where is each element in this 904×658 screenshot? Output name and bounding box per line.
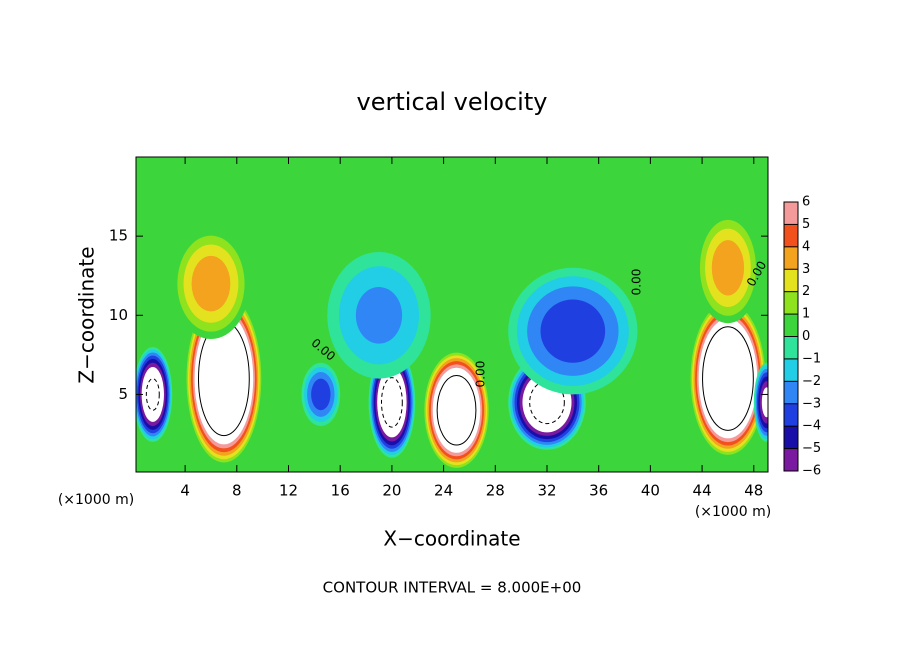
cell-level xyxy=(761,387,768,418)
colorbar-swatch xyxy=(784,381,798,404)
y-tick-label: 10 xyxy=(109,306,128,324)
colorbar-swatch xyxy=(784,358,798,382)
x-axis-label: X−coordinate xyxy=(383,527,520,551)
colorbar-tick-label: −4 xyxy=(802,419,821,434)
cell-level xyxy=(355,286,403,344)
colorbar-tick-label: 0 xyxy=(802,329,810,344)
cell-level xyxy=(711,240,745,296)
colorbar-tick-label: 4 xyxy=(802,239,810,254)
colorbar-tick-label: −3 xyxy=(802,396,821,411)
colorbar-swatch xyxy=(784,314,798,337)
y-tick-label: 15 xyxy=(109,227,128,245)
cell-level xyxy=(384,384,400,420)
cell-level xyxy=(446,392,467,428)
x-tick-label: 40 xyxy=(641,482,660,500)
colorbar-tick-label: 6 xyxy=(802,195,810,210)
contour-line xyxy=(380,377,403,428)
x-unit-label: (×1000 m) xyxy=(695,504,771,520)
colorbar-tick-label: −2 xyxy=(802,374,821,389)
colorbar-tick-label: −1 xyxy=(802,351,821,366)
x-tick-label: 16 xyxy=(331,482,350,500)
x-tick-label: 48 xyxy=(744,482,763,500)
colorbar-swatch xyxy=(784,448,798,471)
colorbar-tick-label: 3 xyxy=(802,262,810,277)
x-tick-label: 4 xyxy=(180,482,190,500)
colorbar-swatch xyxy=(784,291,798,315)
colorbar-tick-label: 2 xyxy=(802,284,810,299)
contour-line xyxy=(145,378,160,411)
x-tick-label: 36 xyxy=(589,482,608,500)
colorbar-swatch xyxy=(784,403,798,427)
cell-level xyxy=(311,378,331,411)
x-tick-label: 12 xyxy=(279,482,298,500)
plot-frame xyxy=(135,156,769,473)
colorbar-tick-label: 1 xyxy=(802,307,810,322)
contour-line xyxy=(529,380,565,425)
colorbar-tick-label: 5 xyxy=(802,217,810,232)
contour-label: 0.00 xyxy=(474,361,488,388)
y-axis-label: Z−coordinate xyxy=(75,246,99,383)
x-tick-label: 28 xyxy=(486,482,505,500)
contour-label: 0.00 xyxy=(630,269,644,296)
colorbar-swatch xyxy=(784,246,798,270)
x-tick-label: 32 xyxy=(537,482,556,500)
cell-level xyxy=(540,299,606,363)
x-tick-label: 20 xyxy=(382,482,401,500)
contour-field xyxy=(136,157,768,472)
cell-level xyxy=(213,355,235,402)
cell-level xyxy=(146,378,160,411)
cell-level xyxy=(534,387,560,418)
x-tick-label: 8 xyxy=(232,482,242,500)
x-unit-label: (×1000 m) xyxy=(58,492,134,508)
colorbar-swatch xyxy=(784,269,798,292)
footer-note: CONTOUR INTERVAL = 8.000E+00 xyxy=(323,579,582,597)
x-tick-label: 44 xyxy=(693,482,712,500)
colorbar-tick-label: −5 xyxy=(802,441,821,456)
x-tick-label: 24 xyxy=(434,482,453,500)
contour-line xyxy=(702,326,754,431)
colorbar-swatch xyxy=(784,336,798,359)
colorbar-swatch xyxy=(784,224,798,247)
cell-level xyxy=(191,255,231,312)
colorbar-tick-label: −6 xyxy=(802,464,821,479)
contour-line xyxy=(436,375,477,446)
cell-level xyxy=(717,357,739,400)
colorbar-swatch xyxy=(784,426,798,449)
y-tick-label: 5 xyxy=(118,385,128,403)
chart-title: vertical velocity xyxy=(357,88,548,116)
colorbar-swatch xyxy=(784,202,798,225)
